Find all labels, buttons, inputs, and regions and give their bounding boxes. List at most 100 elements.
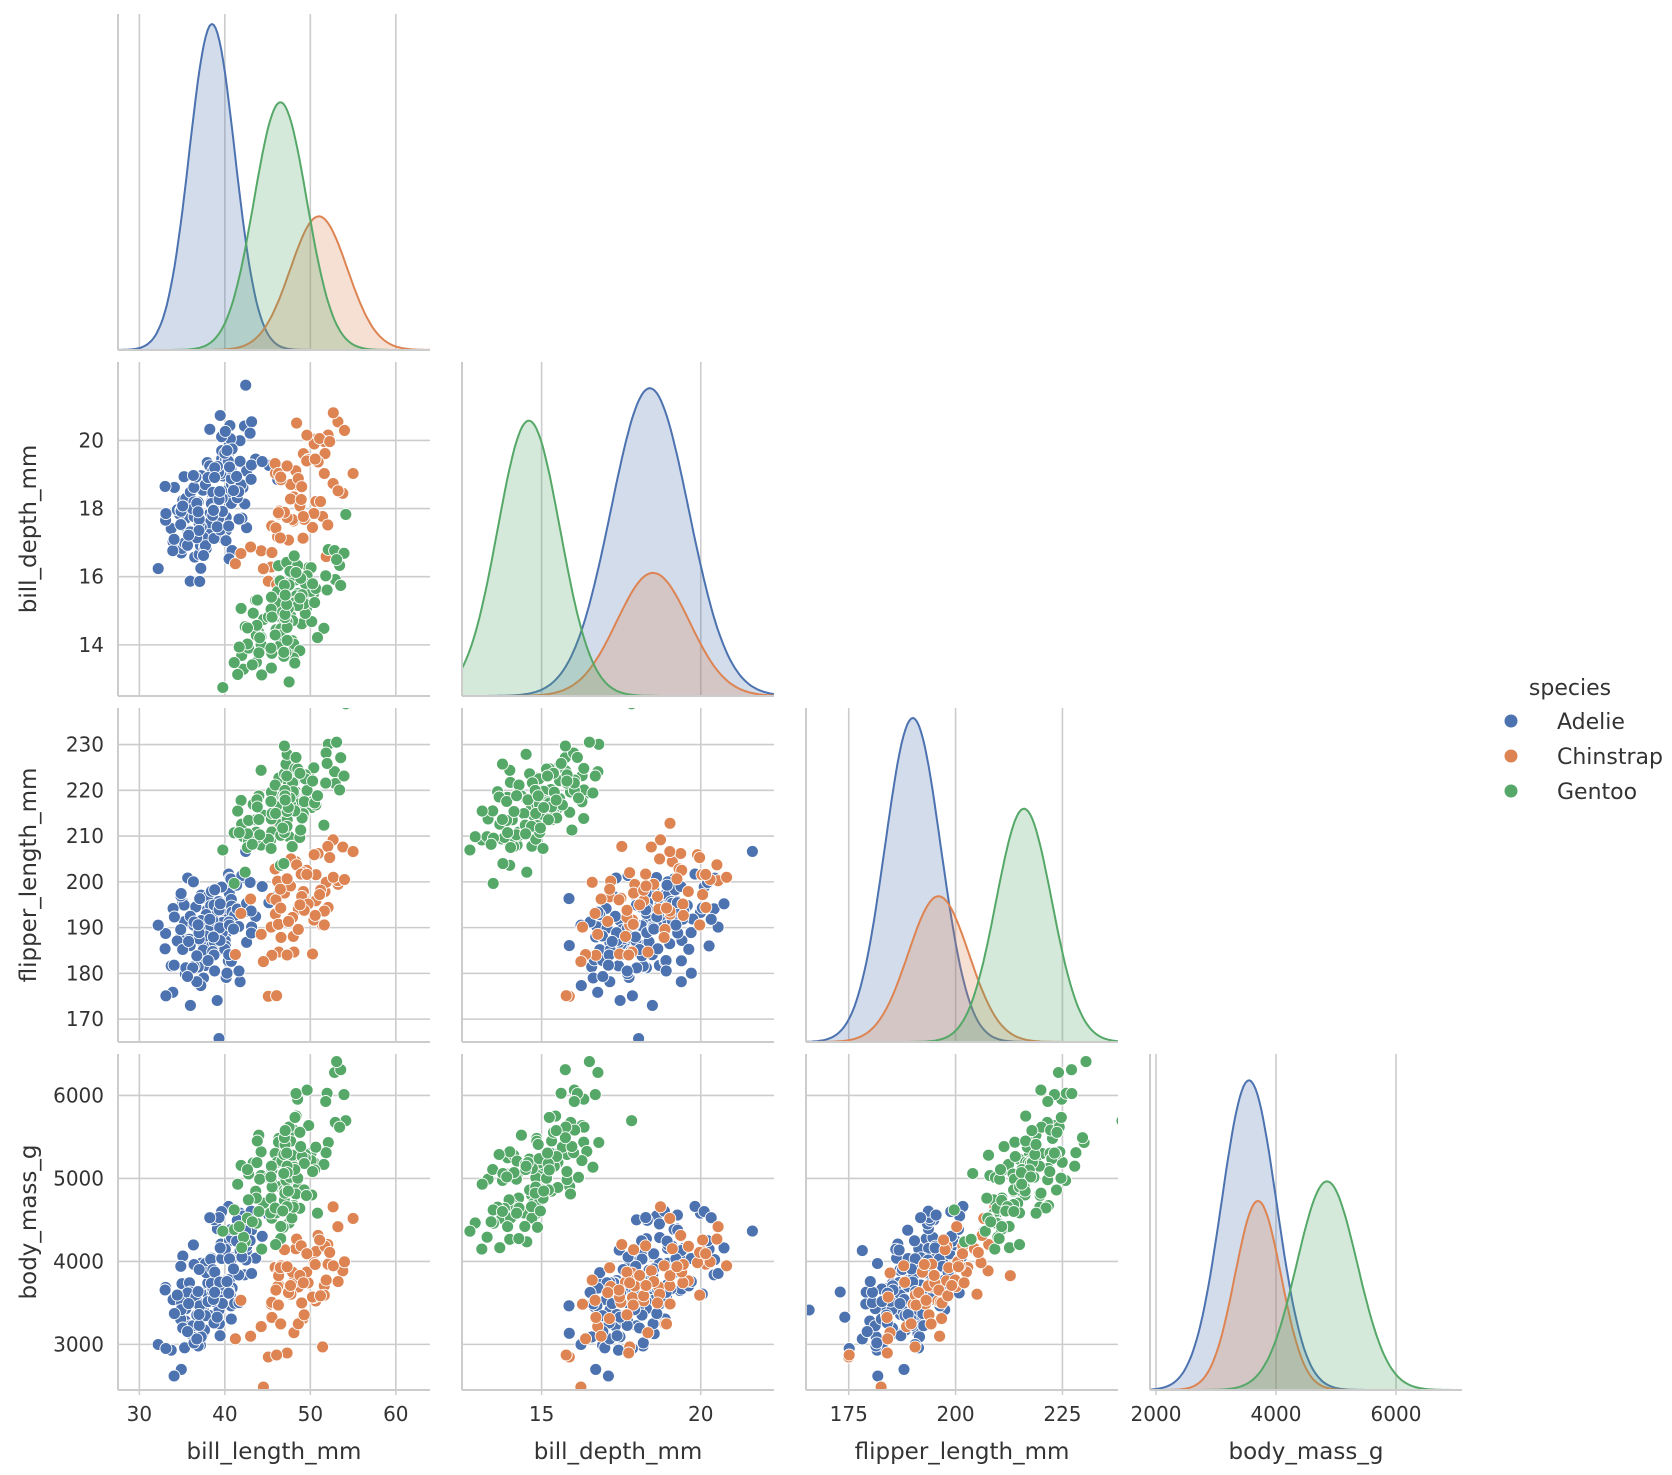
point-gentoo [577, 761, 591, 775]
panel-body_mass_g-vs-bill_length_mm: 3000 4000 5000 6000 30 40 50 60 [53, 1054, 430, 1426]
point-chinstrap [313, 1233, 327, 1247]
kde-fill-chinstrap [1150, 1201, 1462, 1390]
point-chinstrap [619, 929, 632, 943]
point-adelie [833, 1285, 847, 1299]
point-gentoo [1115, 1115, 1118, 1126]
point-chinstrap [274, 470, 288, 484]
point-adelie [645, 998, 659, 1012]
point-gentoo [337, 1088, 351, 1102]
y-tick-label: 18 [79, 497, 104, 521]
point-adelie [860, 1325, 874, 1339]
point-chinstrap [317, 918, 331, 932]
legend: species Adelie Chinstrap Gentoo [1504, 676, 1663, 805]
point-chinstrap [917, 1258, 931, 1271]
point-chinstrap [314, 495, 327, 509]
point-adelie [224, 1312, 238, 1326]
point-gentoo [299, 1189, 313, 1202]
point-gentoo [231, 804, 245, 818]
y-tick-label: 6000 [53, 1083, 104, 1107]
point-chinstrap [274, 1317, 288, 1331]
kde-fill-gentoo [1150, 1181, 1462, 1390]
point-gentoo [264, 641, 278, 655]
point-gentoo [270, 715, 282, 727]
point-gentoo [588, 1088, 602, 1102]
point-adelie [243, 426, 257, 440]
point-adelie [197, 549, 210, 562]
point-gentoo [241, 1193, 255, 1207]
point-gentoo [268, 628, 282, 642]
point-chinstrap [612, 893, 626, 907]
point-adelie [158, 1283, 172, 1297]
point-gentoo [264, 590, 278, 604]
point-adelie [255, 880, 269, 893]
point-chinstrap [308, 1258, 322, 1271]
point-chinstrap [295, 480, 309, 494]
point-chinstrap [300, 867, 314, 881]
point-chinstrap [256, 955, 270, 969]
point-gentoo [1052, 1066, 1065, 1079]
point-chinstrap [1003, 1269, 1017, 1283]
point-gentoo [339, 507, 353, 521]
point-gentoo [278, 793, 292, 807]
point-adelie [647, 922, 661, 936]
kde-fill-chinstrap [806, 896, 1118, 1042]
point-adelie [206, 930, 220, 944]
point-chinstrap [881, 1290, 895, 1304]
point-gentoo [518, 1219, 532, 1233]
point-adelie [929, 1208, 943, 1222]
point-chinstrap [265, 1310, 279, 1324]
point-chinstrap [682, 1239, 695, 1253]
point-adelie [239, 378, 253, 392]
point-gentoo [997, 1140, 1011, 1154]
x-tick-label: 4000 [1251, 1402, 1302, 1426]
point-gentoo [252, 646, 266, 660]
point-adelie [717, 1241, 731, 1255]
kde-line-chinstrap [1150, 1199, 1462, 1390]
point-adelie [208, 1285, 222, 1299]
point-adelie [866, 1285, 879, 1299]
point-adelie [601, 1369, 615, 1383]
point-adelie [684, 926, 698, 940]
point-gentoo [294, 1140, 308, 1154]
point-gentoo [1079, 1055, 1093, 1069]
point-adelie [745, 844, 759, 858]
point-gentoo [280, 1146, 294, 1160]
point-gentoo [570, 750, 584, 764]
point-adelie [167, 958, 181, 972]
point-gentoo [984, 1215, 998, 1229]
point-gentoo [1050, 1183, 1063, 1197]
point-chinstrap [588, 1293, 602, 1307]
point-adelie [191, 918, 205, 932]
x-tick-label: 225 [1043, 1402, 1081, 1426]
x-tick-label: 30 [127, 1402, 152, 1426]
pairplot-panels: 14 16 18 20 170 180 190 200 210 220 230 3000 4000 500… [16, 14, 1462, 1465]
point-chinstrap [908, 1340, 922, 1354]
point-adelie [174, 923, 188, 937]
point-gentoo [463, 1224, 477, 1238]
point-adelie [158, 942, 172, 956]
point-gentoo [519, 1159, 533, 1173]
point-adelie [245, 1267, 259, 1280]
point-gentoo [1007, 1205, 1021, 1218]
point-chinstrap [639, 867, 653, 881]
point-gentoo [492, 1148, 506, 1161]
point-gentoo [575, 1154, 589, 1168]
point-adelie [208, 883, 222, 897]
point-adelie [255, 455, 269, 469]
point-adelie [870, 1336, 884, 1350]
x-tick-label: 200 [936, 1402, 974, 1426]
point-adelie [166, 544, 180, 558]
point-chinstrap [644, 1264, 658, 1278]
legend-label-gentoo: Gentoo [1557, 780, 1637, 805]
point-gentoo [268, 778, 282, 792]
point-adelie [227, 1262, 240, 1276]
point-gentoo [250, 1134, 264, 1148]
x-tick-label: 20 [688, 1402, 713, 1426]
point-gentoo [308, 596, 322, 610]
point-gentoo [432, 1239, 444, 1251]
panel-flipper_length_mm-vs-bill_length_mm: 170 180 190 200 210 220 230 [66, 708, 430, 1043]
point-adelie [659, 964, 673, 978]
point-gentoo [254, 1145, 268, 1159]
point-gentoo [542, 1163, 556, 1177]
